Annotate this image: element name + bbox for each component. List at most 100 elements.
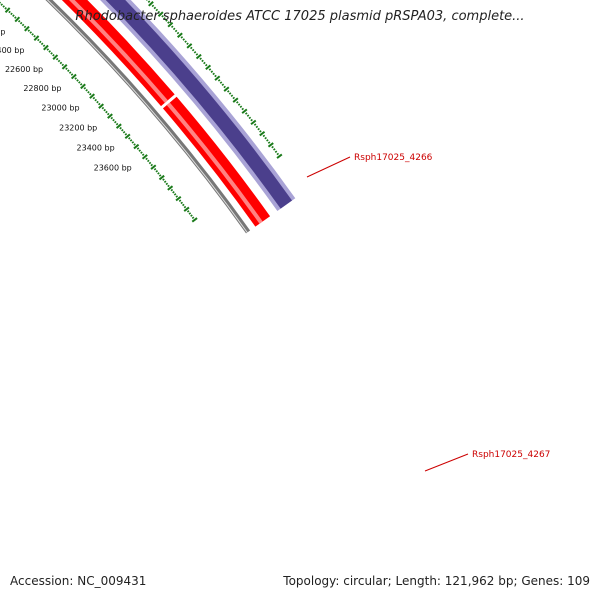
outer-ruler-tick [180, 36, 184, 39]
inner-ruler-tick [182, 203, 185, 207]
outer-ruler-tick [227, 90, 230, 93]
inner-ruler-tick [158, 174, 162, 177]
accession-text: Accession: NC_009431 [10, 574, 147, 588]
inner-ruler-tick [23, 25, 27, 29]
inner-ruler-tick [186, 210, 190, 213]
gene-label-Rsph17025_4267: Rsph17025_4267 [472, 450, 550, 460]
inner-ruler-tick [67, 69, 70, 72]
inner-ruler-tick [150, 164, 157, 170]
inner-ruler-tick [173, 193, 177, 196]
inner-ruler-tick [112, 118, 115, 122]
outer-ruler-tick [186, 43, 193, 49]
inner-ruler-tick [114, 120, 117, 124]
ruler-label-23400: 23400 bp [77, 143, 115, 152]
outer-ruler-tick [255, 125, 259, 129]
outer-ruler-tick [161, 15, 164, 18]
inner-ruler-tick [133, 143, 140, 150]
inner-ruler-tick [80, 83, 86, 90]
inner-ruler-tick [37, 38, 40, 42]
map-title: Rhodobacter sphaeroides ATCC 17025 plasm… [75, 9, 525, 24]
outer-ruler-tick [271, 145, 274, 149]
inner-ruler-tick [158, 174, 165, 181]
outer-ruler-tick [210, 70, 214, 73]
outer-ruler-tick [236, 101, 239, 104]
inner-ruler-tick [178, 199, 182, 202]
inner-ruler-tick [190, 214, 193, 217]
outer-ruler-tick [219, 81, 223, 84]
inner-ruler-tick [163, 180, 167, 183]
outer-ruler-tick [157, 10, 161, 14]
inner-ruler-tick [70, 73, 74, 76]
inner-ruler-tick [98, 103, 104, 109]
outer-ruler-tick [259, 130, 266, 137]
ruler-label-23200: 23200 bp [59, 123, 97, 132]
inner-ruler-tick [133, 143, 136, 146]
inner-ruler-tick [33, 34, 36, 38]
outer-ruler-tick [223, 86, 230, 92]
inner-ruler-tick [183, 206, 190, 212]
outer-ruler-tick [151, 4, 155, 8]
ruler-label-22600: 22600 bp [5, 65, 43, 74]
outer-ruler-tick [274, 150, 278, 153]
outer-ruler-tick [244, 112, 248, 115]
inner-ruler-tick [140, 151, 143, 154]
inner-ruler-tick [131, 141, 135, 144]
gene-labels: Rsph17025_4266 Rsph17025_4267 [306, 153, 550, 472]
inner-ruler-tick [8, 10, 11, 14]
outer-ruler-tick [232, 96, 236, 100]
outer-track-band [105, 0, 293, 209]
inner-ruler-tick [96, 100, 99, 104]
inner-ruler-tick [148, 161, 152, 165]
outer-ruler-tick [172, 27, 176, 31]
inner-ruler-tick [167, 185, 174, 191]
inner-ruler-tick [175, 195, 179, 198]
outer-ruler-tick [266, 139, 269, 142]
inner-ruler-tick [141, 153, 145, 156]
outer-ruler-tick [276, 153, 283, 159]
inner-ruler-tick [110, 116, 114, 120]
inner-ruler-tick [17, 19, 21, 23]
backbone-track [45, 0, 251, 234]
inner-ruler-tick [0, 3, 4, 6]
inner-ruler-tick [183, 205, 187, 209]
backbone-highlight [46, 0, 248, 233]
outer-ruler-tick [204, 63, 208, 67]
outer-ruler-tick [241, 107, 244, 111]
outer-feature-track [99, 0, 296, 211]
outer-ruler-tick [246, 114, 250, 117]
outer-ruler-tick [153, 6, 157, 10]
outer-ruler-tick [250, 118, 253, 122]
outer-ruler-tick [170, 25, 174, 29]
outer-ruler-tick [147, 0, 151, 3]
inner-ruler-tick [65, 67, 68, 71]
outer-ruler-tick [203, 61, 206, 65]
inner-ruler-tick [19, 21, 23, 25]
inner-ruler-tick [33, 35, 40, 41]
outer-ruler-tick [232, 97, 239, 103]
inner-ruler-tick [48, 50, 51, 53]
inner-ruler-tick [155, 170, 159, 173]
genome-summary-text: Topology: circular; Length: 121,962 bp; … [283, 574, 590, 588]
inner-ruler-tick [21, 23, 25, 27]
outer-ruler-tick [264, 136, 267, 140]
inner-ruler-tick [89, 92, 92, 96]
gene-label-leader-Rsph17025_4267 [424, 453, 469, 472]
inner-ruler-tick [180, 201, 183, 205]
inner-ruler-tick [115, 122, 119, 126]
inner-ruler-tick [68, 71, 72, 74]
inner-ruler-tick [14, 16, 17, 19]
inner-ruler-tick [191, 216, 195, 220]
inner-ruler-tick [12, 14, 15, 17]
inner-ruler-tick [87, 90, 90, 94]
inner-ruler-tick [4, 7, 7, 10]
inner-ruler-tick [24, 25, 30, 32]
inner-ruler-tick [124, 133, 131, 140]
outer-ruler-tick [267, 142, 274, 148]
outer-ruler-tick [182, 38, 185, 41]
outer-ruler-tick [262, 134, 266, 138]
outer-ruler-tick [257, 127, 260, 131]
inner-ruler-tick [105, 110, 108, 114]
inner-ruler-tick [42, 44, 46, 47]
inner-ruler-tick [40, 42, 44, 46]
